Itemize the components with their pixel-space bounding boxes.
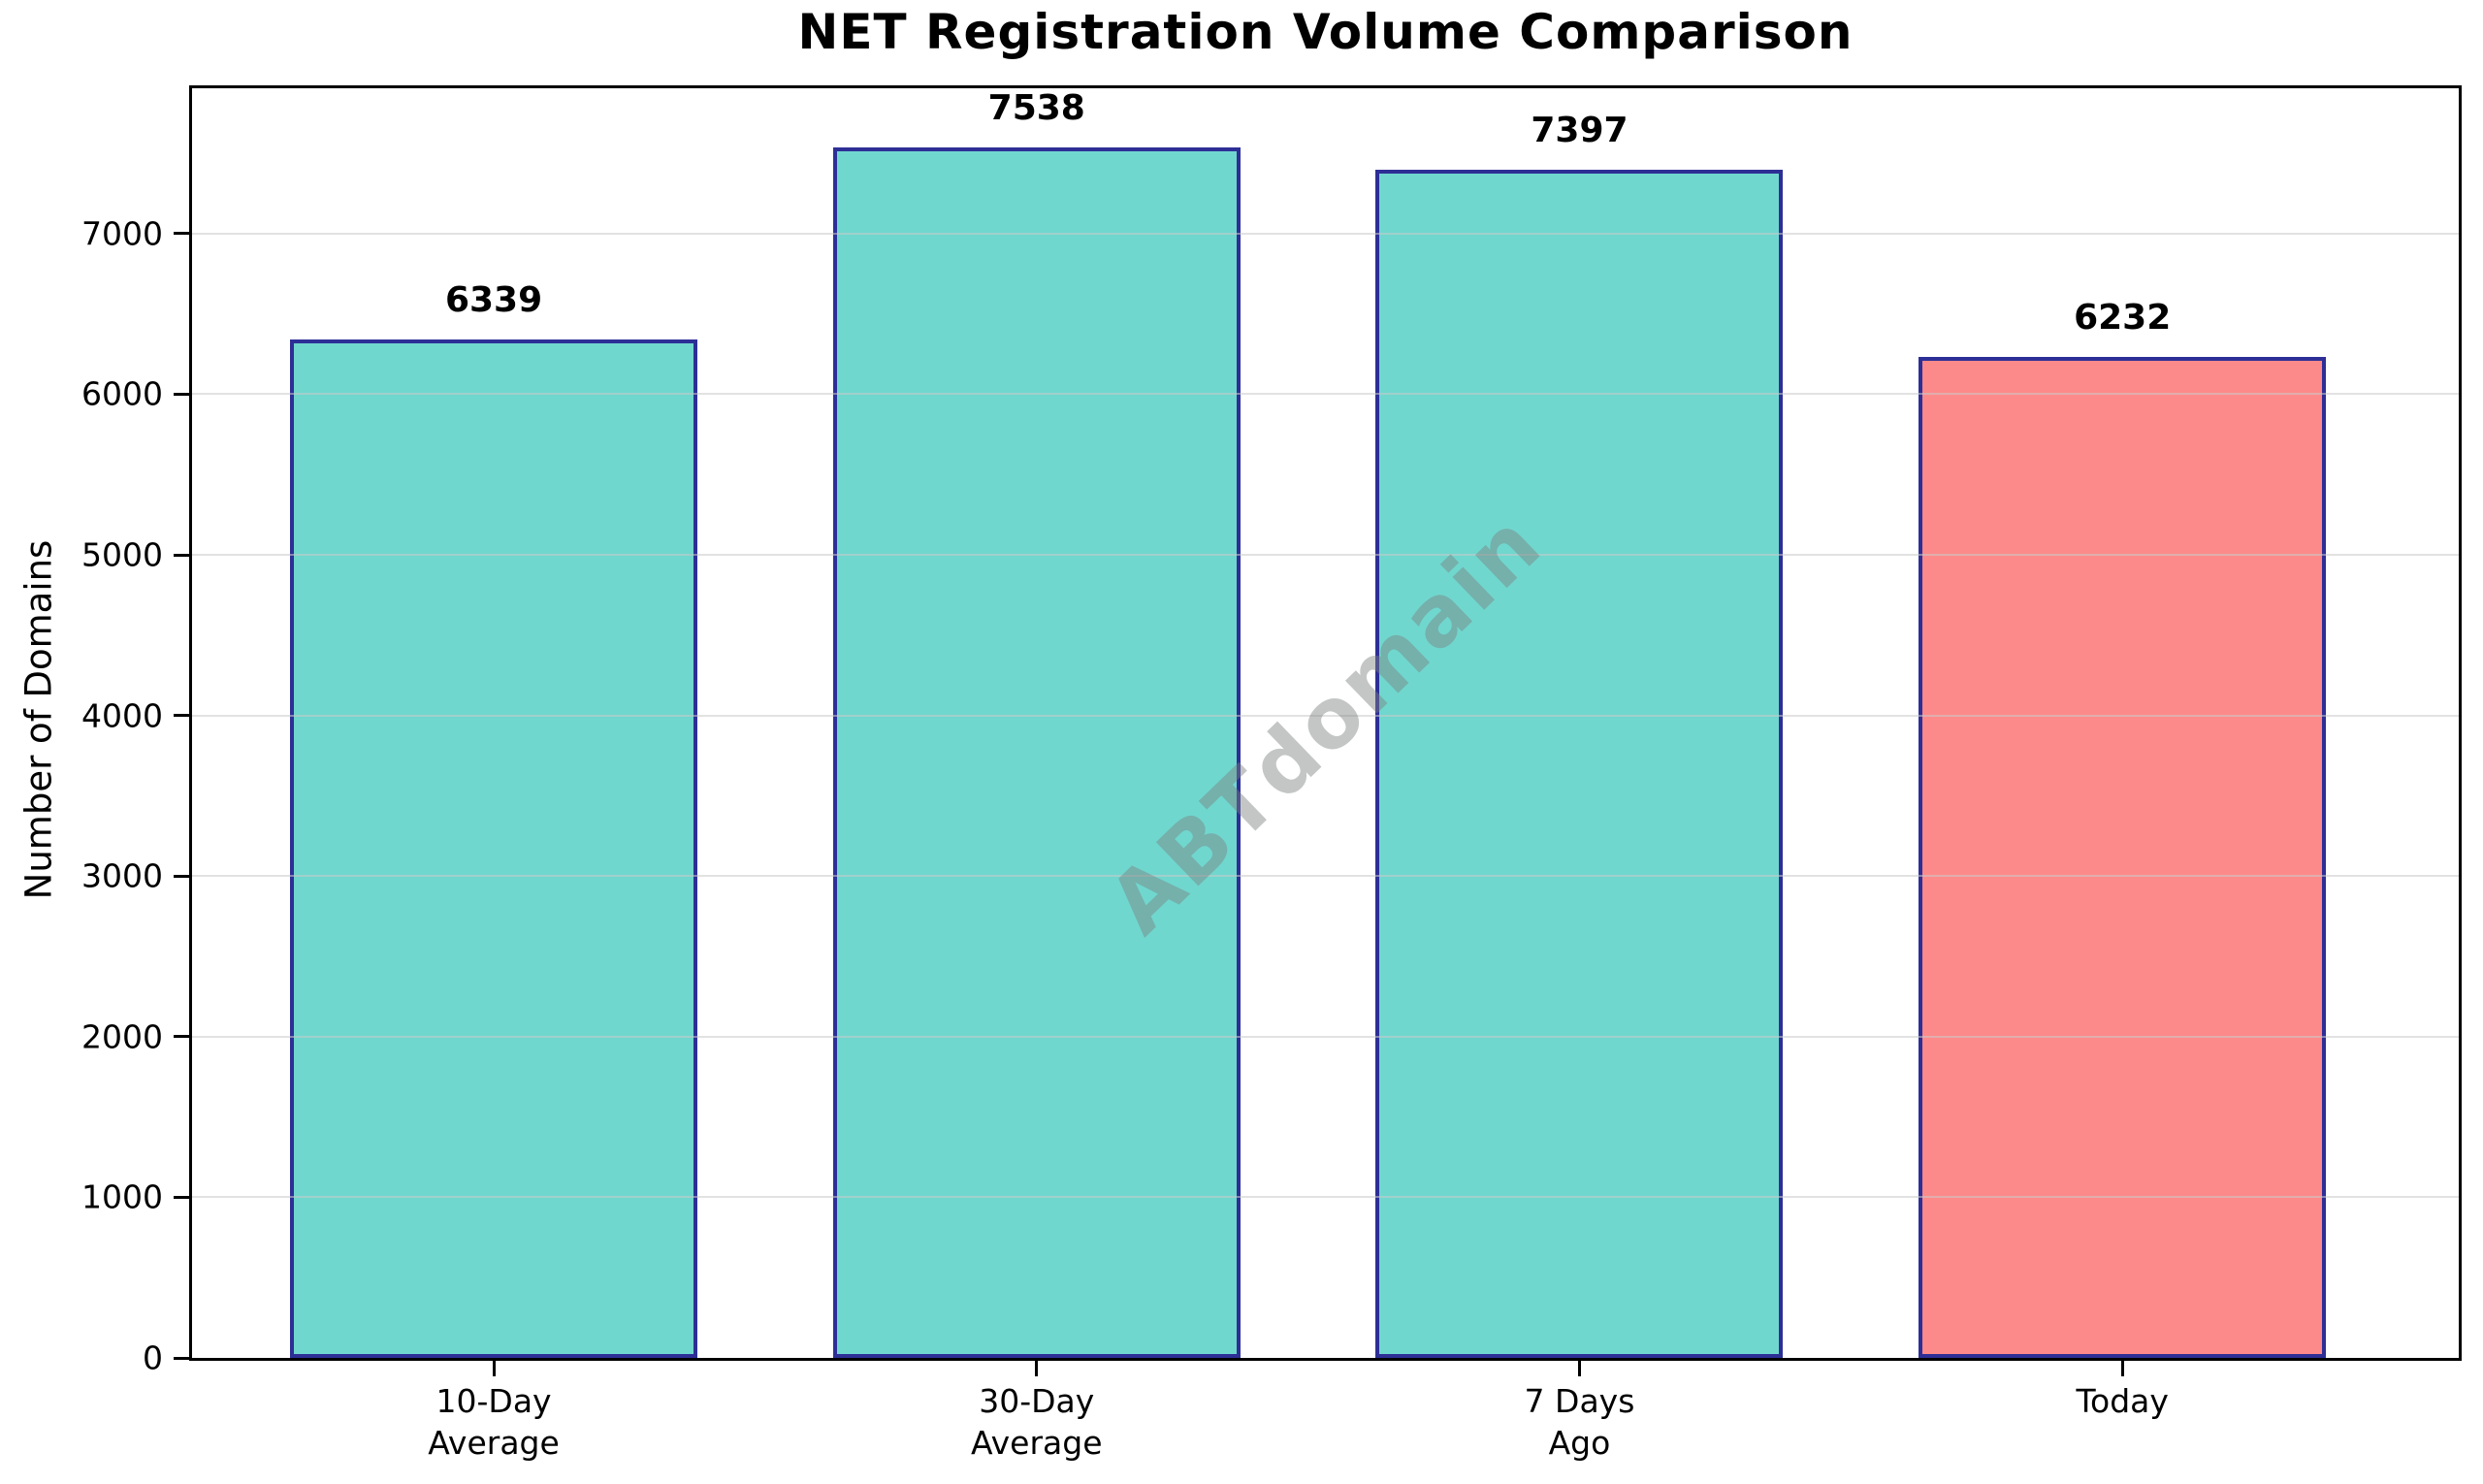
y-tick-label: 6000 [81,374,163,413]
y-tick-mark [174,232,189,236]
y-tick-label: 7000 [81,214,163,253]
y-axis-label: Number of Domains [17,539,60,900]
x-tick-mark [2120,1361,2124,1376]
gridline [192,714,2459,717]
bar-value-label: 7538 [987,87,1085,128]
y-tick-mark [174,874,189,878]
bar-value-label: 6339 [444,280,543,321]
y-tick-mark [174,553,189,557]
x-tick-label: 7 Days Ago [1524,1382,1635,1462]
bar-4 [1919,357,2327,1358]
gridline [192,875,2459,878]
x-tick-mark [1035,1361,1039,1376]
y-tick-label: 5000 [81,535,163,574]
y-tick-label: 4000 [81,696,163,735]
bar-1 [290,339,698,1358]
gridline [192,393,2459,396]
gridline [192,1035,2459,1038]
y-tick-label: 0 [143,1339,163,1377]
y-tick-label: 3000 [81,856,163,895]
y-tick-mark [174,1035,189,1039]
gridline [192,232,2459,235]
bar-2 [832,146,1241,1358]
gridline [192,1196,2459,1199]
gridline [192,554,2459,557]
bar-3 [1375,170,1784,1358]
x-tick-label: 10-Day Average [428,1382,560,1462]
x-tick-mark [492,1361,496,1376]
y-tick-label: 1000 [81,1178,163,1216]
y-tick-mark [174,1195,189,1199]
x-tick-label: 30-Day Average [971,1382,1103,1462]
x-tick-mark [1577,1361,1581,1376]
y-tick-mark [174,714,189,718]
y-tick-mark [174,392,189,396]
x-tick-label: Today [2076,1382,2169,1420]
plot-area: ABTdomain 0 1000 2000 3000 4000 5000 6000 7000 6… [81,85,2462,1462]
chart-title: NET Registration Volume Comparison [797,4,1854,60]
y-tick-label: 2000 [81,1017,163,1056]
bar-value-label: 7397 [1531,111,1628,151]
y-tick-mark [174,1356,189,1360]
bar-value-label: 6232 [2074,298,2172,339]
